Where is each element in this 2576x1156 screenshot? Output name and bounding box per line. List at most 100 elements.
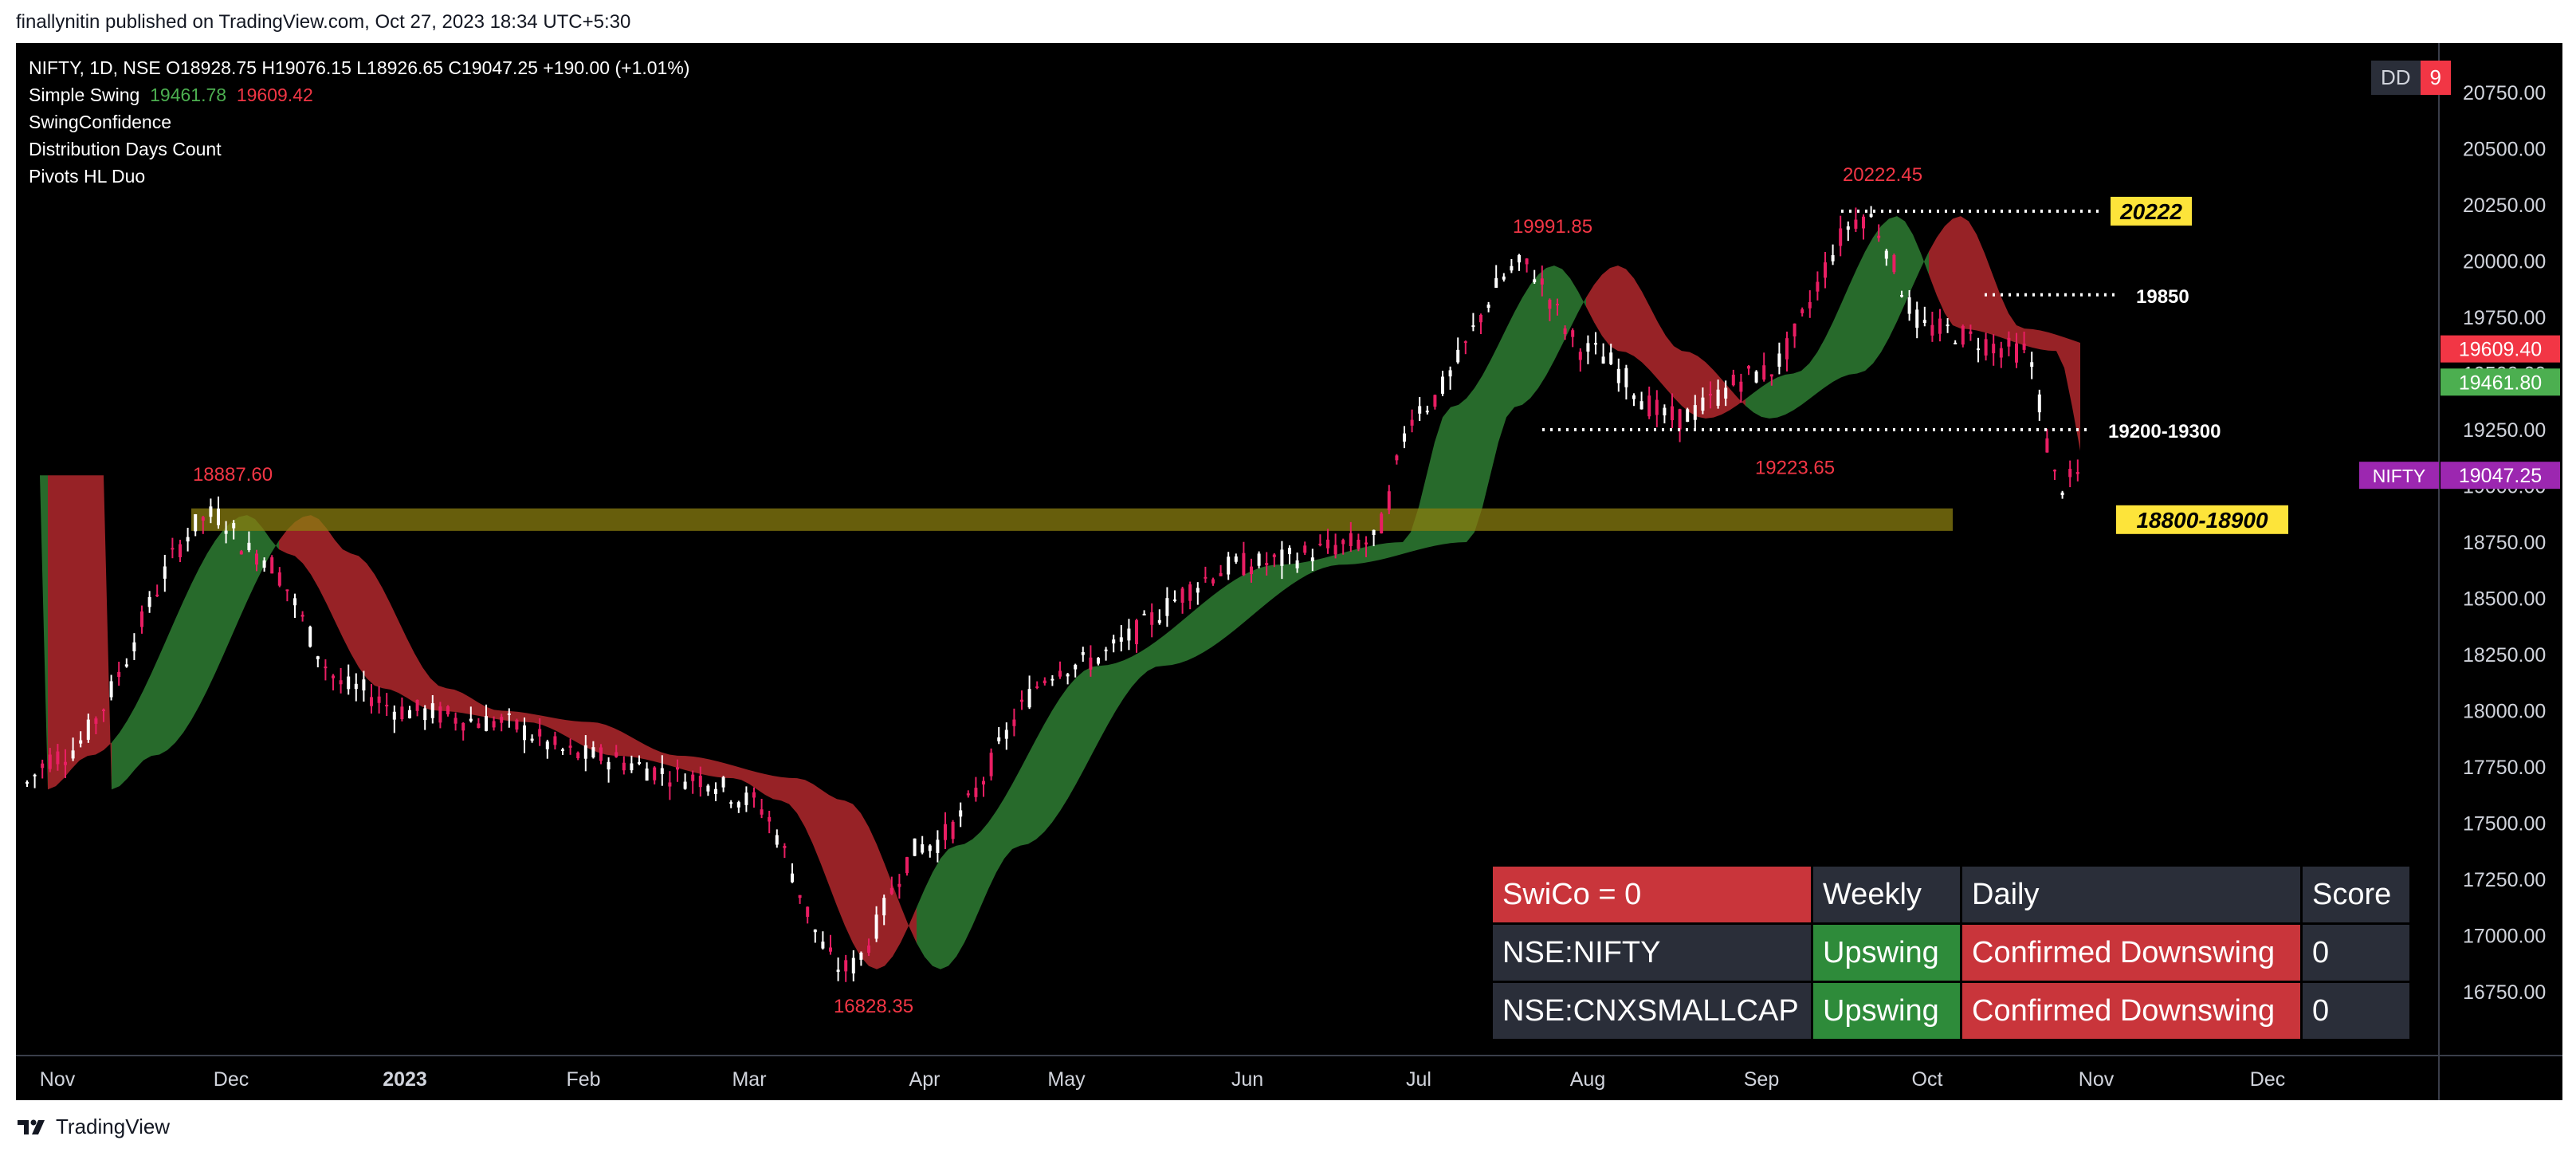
candle-body (1135, 619, 1138, 645)
candle-body (1365, 542, 1368, 545)
candle-body (729, 802, 733, 804)
candle-body (591, 747, 595, 758)
candle-body (768, 816, 772, 822)
candle-body (752, 792, 756, 798)
swing-ribbon-segment (1817, 337, 1825, 393)
dd-label: DD (2370, 61, 2421, 95)
swing-ribbon-segment (1889, 216, 1897, 338)
candle-body (760, 809, 764, 815)
x-tick-label: Dec (214, 1068, 249, 1091)
simple-swing-value-2: 19609.42 (236, 85, 313, 105)
candle-body (1800, 309, 1804, 313)
swing-ribbon-segment (239, 515, 247, 619)
candle-body (94, 718, 98, 724)
candle-body (867, 946, 870, 954)
swing-ribbon-segment (64, 475, 72, 779)
candle-body (1731, 375, 1735, 386)
y-tick-label: 18750.00 (2463, 532, 2546, 554)
x-tick-label: Jun (1231, 1068, 1263, 1091)
swing-ribbon-segment (1211, 590, 1219, 647)
candle-body (714, 788, 717, 794)
swing-ribbon-segment (2024, 328, 2032, 348)
candle-body (370, 697, 373, 706)
candle-body (1594, 343, 1597, 345)
candle-body (1211, 579, 1215, 584)
swing-ribbon-segment (1459, 398, 1467, 543)
swing-ribbon-segment (964, 839, 972, 943)
candle-body (821, 942, 825, 949)
candle-body (561, 749, 564, 752)
x-tick-label: Nov (40, 1068, 76, 1091)
candle-body (1097, 658, 1100, 664)
row-daily: Confirmed Downswing (1962, 983, 2300, 1039)
swing-ribbon-segment (1610, 265, 1618, 352)
swing-ribbon-segment (1180, 615, 1188, 663)
swing-ribbon-segment (2056, 334, 2064, 368)
candle-body (1655, 399, 1659, 415)
candle-body (721, 777, 725, 788)
swing-ribbon-segment (1929, 237, 1937, 296)
swing-ribbon-segment (327, 529, 335, 621)
swing-ribbon-segment (271, 540, 279, 554)
candle-body (736, 802, 740, 808)
candle-body (859, 953, 863, 960)
candle-body (928, 845, 932, 851)
swing-ribbon-segment (1969, 221, 1977, 331)
candle-body (1066, 674, 1070, 677)
candle-body (966, 793, 970, 796)
swing-ribbon-segment (1188, 609, 1196, 661)
swing-ribbon-segment (40, 475, 48, 790)
candle-body (515, 719, 519, 730)
swing-ribbon-segment (2064, 337, 2072, 407)
swing-ribbon-segment (717, 761, 725, 778)
candle-body (1601, 356, 1605, 364)
candle-body (179, 544, 182, 558)
candle-body (1418, 406, 1422, 414)
y-tick-label: 20750.00 (2463, 82, 2546, 104)
swing-ribbon-segment (869, 827, 877, 969)
swing-ribbon-segment (2001, 295, 2009, 340)
row-symbol: NSE:CNXSMALLCAP (1493, 983, 1811, 1039)
candle-body (1020, 699, 1023, 702)
candle-body (1639, 401, 1643, 410)
swing-ribbon-segment (550, 717, 558, 732)
price-chart[interactable]: 20750.00 20500.00 20250.00 20000.00 19750.00… (16, 43, 2562, 1100)
price-tag-bg (2441, 368, 2560, 396)
candle-body (1922, 320, 1926, 324)
candle-body (124, 664, 128, 667)
chart-area[interactable]: 20750.00 20500.00 20250.00 20000.00 19750.00… (16, 43, 2562, 1100)
candle-body (1616, 368, 1620, 383)
candle-body (1242, 552, 1246, 576)
swing-ribbon-segment (1602, 268, 1610, 347)
x-tick-label: Oct (1912, 1068, 1943, 1091)
candle-body (48, 754, 52, 769)
candle-body (1456, 349, 1460, 363)
candle-body (1494, 277, 1498, 288)
y-tick-label: 17000.00 (2463, 926, 2546, 948)
candle-body (1609, 352, 1613, 364)
candle-body (392, 711, 396, 720)
y-tick-label: 20500.00 (2463, 139, 2546, 161)
candle-body (2045, 438, 2049, 453)
candle-body (882, 898, 886, 916)
candle-body (653, 767, 657, 780)
candle-body (86, 719, 90, 740)
swing-ribbon-segment (829, 794, 837, 906)
candle-body (1724, 387, 1728, 399)
swing-ribbon-segment (1682, 351, 1690, 413)
swing-ribbon-segment (1196, 603, 1204, 657)
footer: TradingView (16, 1115, 170, 1139)
swing-ribbon-segment (933, 858, 940, 969)
swing-ribbon-segment (88, 475, 96, 757)
swing-ribbon-segment (1164, 629, 1172, 666)
swing-confidence-label: SwingConfidence (29, 112, 172, 132)
swing-ribbon-segment (1514, 297, 1522, 407)
candle-body (469, 718, 473, 722)
candle-body (1556, 304, 1559, 306)
swing-ribbon-segment (414, 653, 422, 707)
swing-ribbon-segment (1498, 328, 1506, 442)
candle-body (676, 767, 679, 770)
swing-ribbon-segment (1801, 363, 1809, 405)
candle-body (209, 506, 213, 517)
x-tick-label: Feb (566, 1068, 600, 1091)
